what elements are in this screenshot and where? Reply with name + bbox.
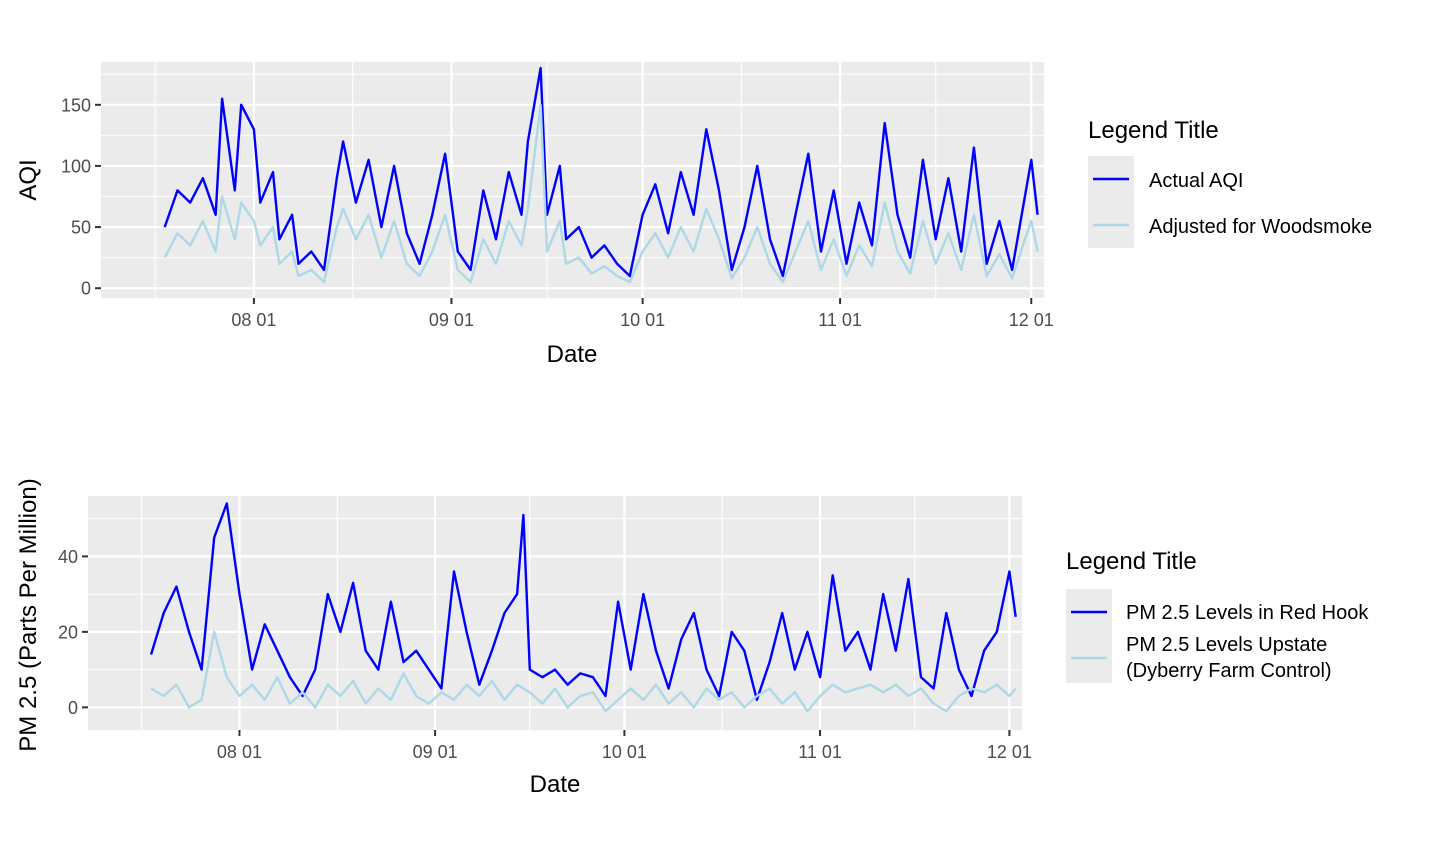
aqi-legend-title: Legend Title [1088,117,1219,144]
pm25-series-pm-2-5-levels-upstate-dyberry-farm-control [150,630,1017,713]
pm25-y-tick-label: 20 [58,622,78,642]
aqi-legend-label-actual: Actual AQI [1149,170,1244,192]
pm25-plot-panel [88,496,1022,730]
aqi-y-ticks: 0 50 100 150 [61,95,101,299]
pm25-legend-label-upstate-line2: (Dyberry Farm Control) [1126,660,1332,682]
aqi-y-tick-label: 50 [71,218,91,238]
pm25-x-tick-label: 10 01 [602,742,647,762]
pm25-gridlines [88,496,1022,730]
pm25-legend-label-upstate-line1: PM 2.5 Levels Upstate [1126,634,1327,656]
aqi-x-tick-label: 09 01 [429,310,474,330]
aqi-x-ticks: 08 01 09 01 10 01 11 01 12 01 [231,298,1054,330]
pm25-x-ticks: 08 01 09 01 10 01 11 01 12 01 [217,730,1032,762]
aqi-legend: Legend Title Actual AQI Adjusted for Woo… [1088,117,1372,248]
aqi-y-tick-label: 100 [61,156,91,176]
aqi-series-lines [163,66,1039,284]
pm25-x-tick-label: 11 01 [798,742,842,762]
pm25-series-lines [149,502,1017,713]
aqi-chart: 0 50 100 150 08 01 09 01 10 01 11 01 12 01 Date… [15,62,1054,368]
aqi-series-actual-aqi [163,66,1039,278]
pm25-y-ticks: 0 20 40 [58,547,88,718]
aqi-x-axis-title: Date [547,341,598,368]
aqi-x-tick-label: 12 01 [1009,310,1054,330]
aqi-y-tick-label: 0 [81,279,91,299]
pm25-chart: 0 20 40 08 01 09 01 10 01 11 01 12 01 Date PM … [15,478,1032,798]
pm25-legend: Legend Title PM 2.5 Levels in Red Hook P… [1066,548,1369,683]
pm25-y-axis-title: PM 2.5 (Parts Per Million) [15,478,42,751]
aqi-gridlines [101,62,1044,298]
pm25-x-tick-label: 08 01 [217,742,262,762]
pm25-x-tick-label: 09 01 [413,742,458,762]
pm25-x-axis-title: Date [530,771,581,798]
aqi-x-tick-label: 10 01 [620,310,665,330]
aqi-x-tick-label: 08 01 [231,310,276,330]
aqi-y-axis-title: AQI [15,159,42,200]
pm25-y-tick-label: 40 [58,547,78,567]
pm25-y-tick-label: 0 [68,698,78,718]
pm25-x-tick-label: 12 01 [987,742,1032,762]
pm25-series-pm-2-5-levels-in-red-hook [149,502,1017,701]
aqi-y-tick-label: 150 [61,95,91,115]
aqi-legend-label-adjusted: Adjusted for Woodsmoke [1149,216,1372,238]
aqi-x-tick-label: 11 01 [818,310,862,330]
pm25-legend-label-redhook: PM 2.5 Levels in Red Hook [1126,602,1369,624]
aqi-series-adjusted-for-woodsmoke [163,103,1039,284]
pm25-legend-title: Legend Title [1066,548,1197,575]
